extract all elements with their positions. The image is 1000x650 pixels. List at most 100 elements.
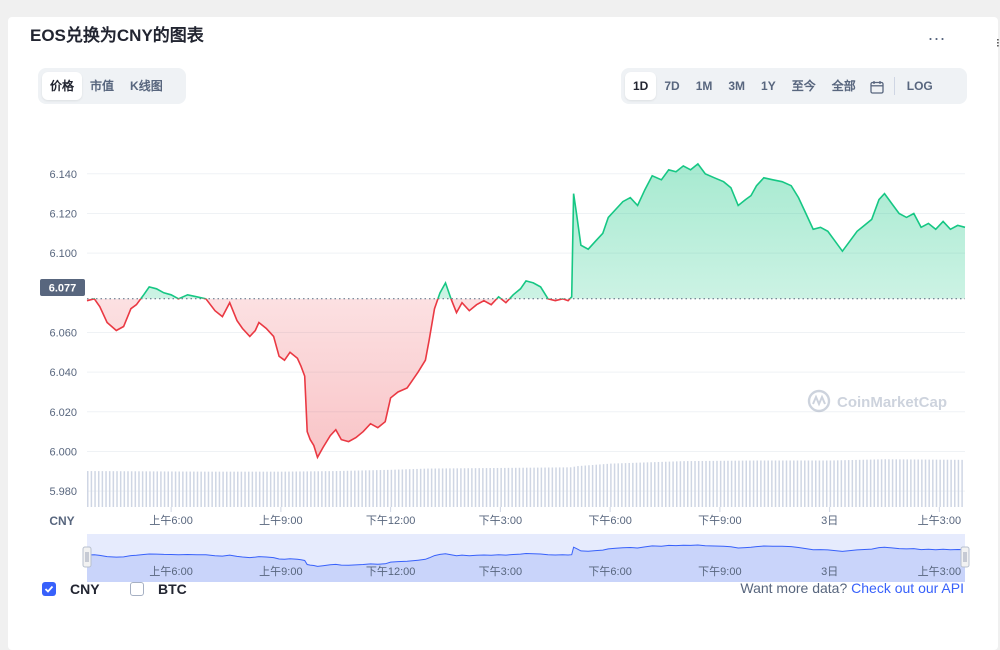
- volume-bar: [913, 459, 916, 507]
- volume-bar: [189, 471, 191, 507]
- volume-bar: [226, 471, 228, 507]
- volume-bar: [921, 459, 923, 507]
- volume-bar: [577, 466, 579, 507]
- volume-bar: [800, 460, 802, 507]
- y-tick-label: 5.980: [49, 486, 77, 498]
- volume-bar: [555, 467, 557, 507]
- volume-bar: [723, 460, 726, 507]
- volume-bar: [174, 471, 177, 507]
- api-link[interactable]: Check out our API: [851, 580, 964, 596]
- volume-bar: [752, 460, 755, 507]
- volume-bar: [584, 465, 587, 507]
- volume-bar: [152, 471, 155, 507]
- volume-bar: [811, 460, 813, 507]
- volume-bar: [613, 463, 616, 507]
- volume-bar: [163, 471, 166, 507]
- volume-bar: [679, 461, 682, 507]
- volume-bar: [134, 471, 137, 507]
- y-tick-label: 6.120: [49, 208, 77, 220]
- volume-bar: [361, 470, 363, 507]
- volume-bar: [504, 467, 506, 507]
- price-area-above: [140, 163, 965, 299]
- volume-bar: [215, 471, 217, 507]
- range-ytd[interactable]: 至今: [791, 79, 816, 93]
- volume-bar: [244, 471, 246, 507]
- volume-bar: [712, 460, 715, 507]
- cny-checkbox[interactable]: [42, 582, 56, 596]
- y-tick-label: 6.060: [49, 327, 77, 339]
- volume-bar: [899, 459, 901, 507]
- volume-bar: [635, 462, 638, 507]
- volume-bar: [745, 460, 747, 507]
- volume-bar: [204, 471, 206, 507]
- btc-checkbox[interactable]: [130, 582, 144, 596]
- volume-bar: [302, 471, 305, 507]
- volume-bar: [372, 470, 374, 507]
- volume-bar: [954, 459, 956, 507]
- volume-bar: [138, 471, 140, 507]
- range-all[interactable]: 全部: [831, 79, 856, 93]
- tab-market-cap[interactable]: 市值: [90, 79, 115, 93]
- navigator-tick-label: 上午3:00: [918, 565, 961, 578]
- volume-bar: [419, 468, 422, 507]
- volume-bar: [705, 460, 707, 507]
- volume-bar: [697, 460, 700, 507]
- navigator-tick-label: 3日: [821, 566, 838, 578]
- y-tick-label: 6.000: [49, 446, 77, 458]
- volume-bar: [829, 460, 832, 507]
- volume-bar: [456, 468, 458, 507]
- volume-bar: [141, 471, 144, 507]
- legend-cny[interactable]: CNY: [42, 581, 100, 597]
- volume-bar: [258, 471, 261, 507]
- volume-bar: [836, 460, 839, 507]
- volume-bar: [178, 471, 180, 507]
- range-7d[interactable]: 7D: [664, 79, 680, 93]
- tab-price[interactable]: 价格: [42, 72, 83, 100]
- volume-bar: [269, 471, 272, 507]
- volume-bar: [222, 471, 224, 507]
- more-options-icon[interactable]: ...: [928, 24, 947, 44]
- chart-type-tabs: 价格 市值 K线图: [38, 68, 186, 104]
- volume-bar: [774, 460, 777, 507]
- grid-lines: [87, 173, 965, 492]
- volume-bar: [471, 468, 473, 507]
- volume-bar: [621, 463, 623, 507]
- range-1y[interactable]: 1Y: [761, 79, 776, 93]
- volume-bar: [866, 459, 868, 507]
- volume-bar: [460, 468, 462, 507]
- calendar-icon[interactable]: [864, 72, 890, 100]
- volume-bar: [767, 460, 769, 507]
- btc-label: BTC: [158, 581, 187, 597]
- volume-bar: [229, 471, 232, 507]
- tab-candlestick[interactable]: K线图: [130, 79, 163, 93]
- volume-bar: [123, 471, 126, 507]
- log-scale-toggle[interactable]: LOG: [906, 79, 933, 93]
- volume-bar: [496, 467, 499, 507]
- volume-bar: [354, 470, 356, 507]
- volume-bar: [529, 467, 532, 507]
- volume-bar: [507, 467, 510, 507]
- volume-bar: [280, 471, 283, 507]
- range-1m[interactable]: 1M: [695, 79, 713, 93]
- volume-bar: [306, 471, 308, 507]
- x-tick-label: 下午3:00: [479, 514, 522, 527]
- range-3m[interactable]: 3M: [728, 79, 746, 93]
- y-tick-label: 6.140: [49, 169, 77, 181]
- volume-bar: [365, 470, 367, 507]
- volume-bar: [160, 471, 162, 507]
- volume-bar: [321, 471, 323, 507]
- volume-bar: [449, 468, 451, 507]
- volume-bar: [273, 471, 276, 507]
- volume-bar: [412, 469, 415, 507]
- volume-bar: [171, 471, 173, 507]
- volume-bar: [756, 460, 758, 507]
- volume-bar: [97, 471, 100, 507]
- range-1d[interactable]: 1D: [625, 72, 657, 100]
- volume-bar: [793, 460, 795, 507]
- volume-bar: [730, 460, 733, 507]
- legend-btc[interactable]: BTC: [130, 581, 187, 597]
- volume-bar: [880, 459, 883, 507]
- volume-bar: [624, 463, 627, 507]
- volume-bar: [562, 467, 565, 507]
- volume-bar: [288, 471, 290, 507]
